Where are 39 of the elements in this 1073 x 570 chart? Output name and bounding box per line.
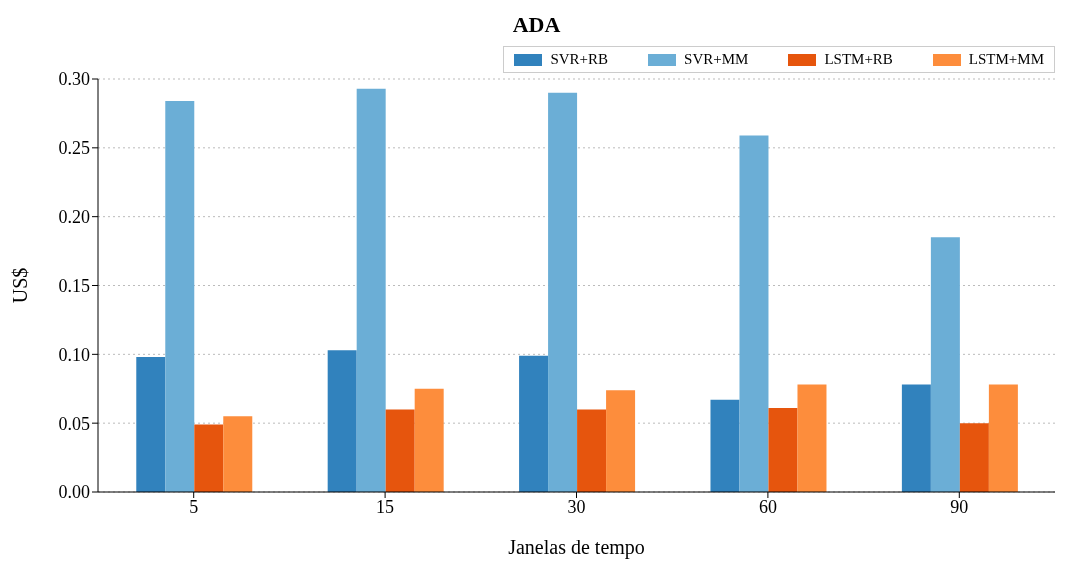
y-tick-label: 0.25 bbox=[58, 138, 90, 159]
y-tick-label: 0.05 bbox=[58, 413, 90, 434]
x-tick-label: 5 bbox=[189, 496, 199, 517]
y-axis-title: US$ bbox=[9, 267, 32, 304]
bar bbox=[797, 384, 827, 492]
bar bbox=[136, 357, 166, 492]
bar bbox=[327, 350, 357, 492]
legend-label: SVR+RB bbox=[549, 51, 609, 68]
legend-label: SVR+MM bbox=[683, 51, 749, 68]
chart-title: ADA bbox=[511, 11, 562, 39]
bar bbox=[519, 355, 549, 492]
bar bbox=[768, 408, 798, 492]
legend-label: LSTM+MM bbox=[967, 51, 1044, 68]
bar bbox=[988, 384, 1018, 492]
legend-label: LSTM+RB bbox=[823, 51, 893, 68]
x-tick-label: 15 bbox=[376, 496, 395, 517]
y-tick-label: 0.00 bbox=[58, 482, 90, 503]
y-tick-label: 0.10 bbox=[58, 344, 90, 365]
bar bbox=[414, 388, 444, 492]
x-tick-label: 90 bbox=[950, 496, 969, 517]
bar bbox=[710, 399, 740, 492]
y-tick-label: 0.30 bbox=[58, 69, 90, 90]
y-tick-label: 0.20 bbox=[58, 207, 90, 228]
bar bbox=[548, 92, 578, 492]
x-tick-label: 60 bbox=[758, 496, 777, 517]
bar bbox=[930, 237, 960, 492]
bar bbox=[194, 424, 224, 492]
bar bbox=[223, 416, 253, 492]
bar bbox=[165, 101, 195, 492]
bar bbox=[385, 409, 415, 492]
bar bbox=[356, 88, 386, 492]
x-tick-label: 30 bbox=[567, 496, 586, 517]
bar bbox=[577, 409, 607, 492]
bar bbox=[606, 390, 636, 492]
bar bbox=[901, 384, 931, 492]
y-tick-label: 0.15 bbox=[58, 275, 90, 296]
bar bbox=[739, 135, 769, 492]
x-axis-title: Janelas de tempo bbox=[508, 536, 645, 559]
bar bbox=[959, 423, 989, 492]
